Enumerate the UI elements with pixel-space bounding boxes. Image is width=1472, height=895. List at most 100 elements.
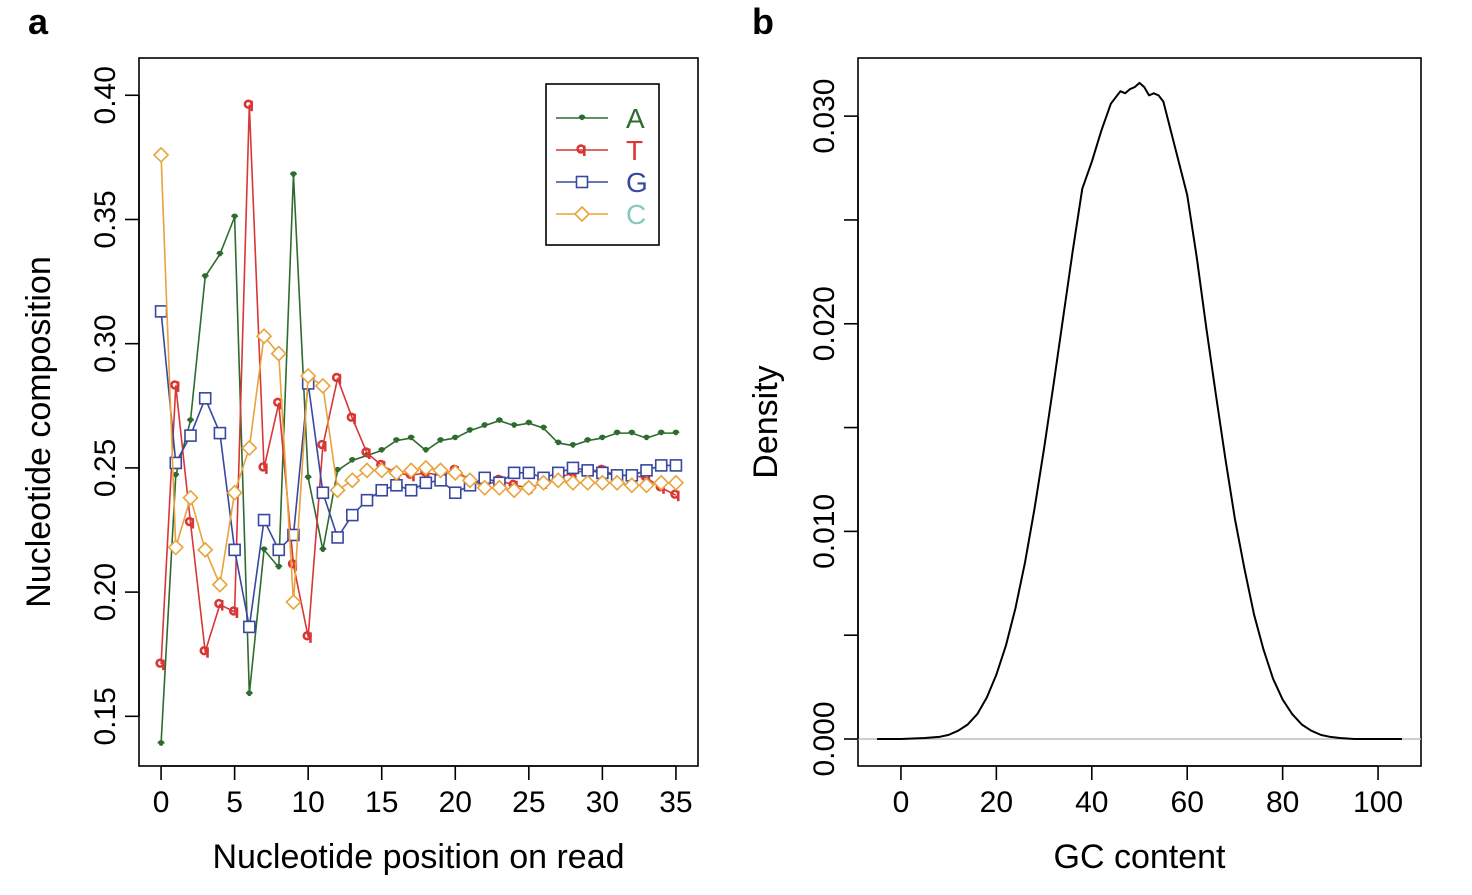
y-tick-label: 0.30 [89,314,122,372]
x-tick-label: 80 [1266,786,1299,819]
data-point-C [255,328,273,345]
legend-marker-G [575,175,589,189]
x-tick-label: 5 [226,786,243,819]
y-axis: 0.000 0.010 0.020 0.030 [808,79,859,777]
data-point-G [375,483,389,497]
data-point-C [152,146,170,164]
data-point-G [669,459,683,472]
data-point-C [241,439,258,457]
data-point-C [432,462,449,479]
legend-item-T: T [556,135,643,166]
data-point-G [184,429,197,442]
data-point-C [285,593,302,611]
data-point-G [419,476,433,490]
x-tick-label: 30 [586,786,619,819]
data-point-C [358,462,376,479]
x-tick-label: 20 [980,786,1013,819]
y-tick-label: 0.020 [808,286,841,361]
data-point-C [314,377,332,395]
data-point-T [184,516,195,529]
y-tick-label: 0.20 [89,563,122,621]
data-point-A [569,442,577,448]
y-tick-label: 0.40 [89,66,122,124]
data-point-C [476,479,493,496]
data-point-A [157,740,165,746]
data-point-G [404,483,418,497]
y-tick-label: 0.35 [89,190,122,248]
data-point-A [304,474,312,481]
series-G [154,305,683,634]
density-curve [877,81,1402,741]
x-tick-label: 0 [153,786,170,819]
data-point-A [643,434,651,441]
panel-a-nucleotide-composition-chart: 0 5 10 15 20 25 30 35 0.15 0.20 0.25 0.30 0.35 0.40 Nu… [20,57,699,876]
data-point-G [213,426,227,440]
data-point-C [564,474,582,491]
legend-item-G: G [556,167,648,198]
data-point-A [334,466,342,473]
data-point-G [243,620,256,634]
data-point-T [317,439,327,452]
x-tick-label: 60 [1171,786,1204,819]
data-point-G [640,464,653,477]
legend-item-A: A [556,103,645,134]
x-tick-label: 40 [1075,786,1108,819]
data-point-A [598,434,606,441]
legend-marker-C [573,205,591,223]
y-axis-title: Density [747,365,785,478]
legend-box [545,83,660,246]
y-tick-label: 0.15 [89,687,122,745]
data-point-A [672,429,680,436]
data-point-G [331,531,344,544]
panel-label-b: b [752,1,774,42]
data-point-A [186,417,194,423]
data-point-A [466,427,474,433]
data-point-A [231,213,239,220]
legend-label-G: G [626,167,648,198]
data-point-G [272,543,286,557]
x-axis: 0 5 10 15 20 25 30 35 [153,765,693,819]
data-point-A [422,447,430,453]
data-point-T [258,462,268,474]
data-point-T [214,598,224,611]
data-point-C [300,367,317,385]
data-point-A [437,437,445,443]
data-point-C [520,479,537,496]
data-point-A [275,563,283,570]
x-tick-label: 35 [659,786,692,819]
data-point-T [361,447,371,459]
data-point-C [226,484,243,501]
data-point-C [667,474,685,491]
x-axis-title: Nucleotide position on read [212,838,624,876]
data-point-A [289,171,297,177]
data-point-G [169,456,183,470]
data-point-T [228,606,239,618]
data-point-G [507,466,521,480]
data-point-C [373,462,390,479]
data-point-C [211,576,229,593]
data-point-A [510,422,518,428]
data-point-C [403,462,420,479]
series-C [152,146,685,611]
data-point-C [535,474,552,491]
y-tick-label: 0.25 [89,439,122,497]
data-point-A [451,434,459,441]
data-point-C [608,474,626,491]
data-point-A [540,424,548,431]
data-point-T [199,646,209,658]
data-point-G [257,513,271,527]
data-point-G [390,478,403,492]
x-tick-label: 20 [439,786,472,819]
legend-marker-A [578,114,586,121]
legend-item-C: C [556,199,646,230]
data-point-A [628,429,636,436]
data-point-A [657,429,665,436]
x-tick-label: 15 [365,786,398,819]
panel-label-a: a [28,1,49,42]
y-tick-label: 0.030 [808,79,841,154]
x-axis: 0 20 40 60 80 100 [893,765,1403,819]
y-tick-label: 0.010 [808,494,841,569]
